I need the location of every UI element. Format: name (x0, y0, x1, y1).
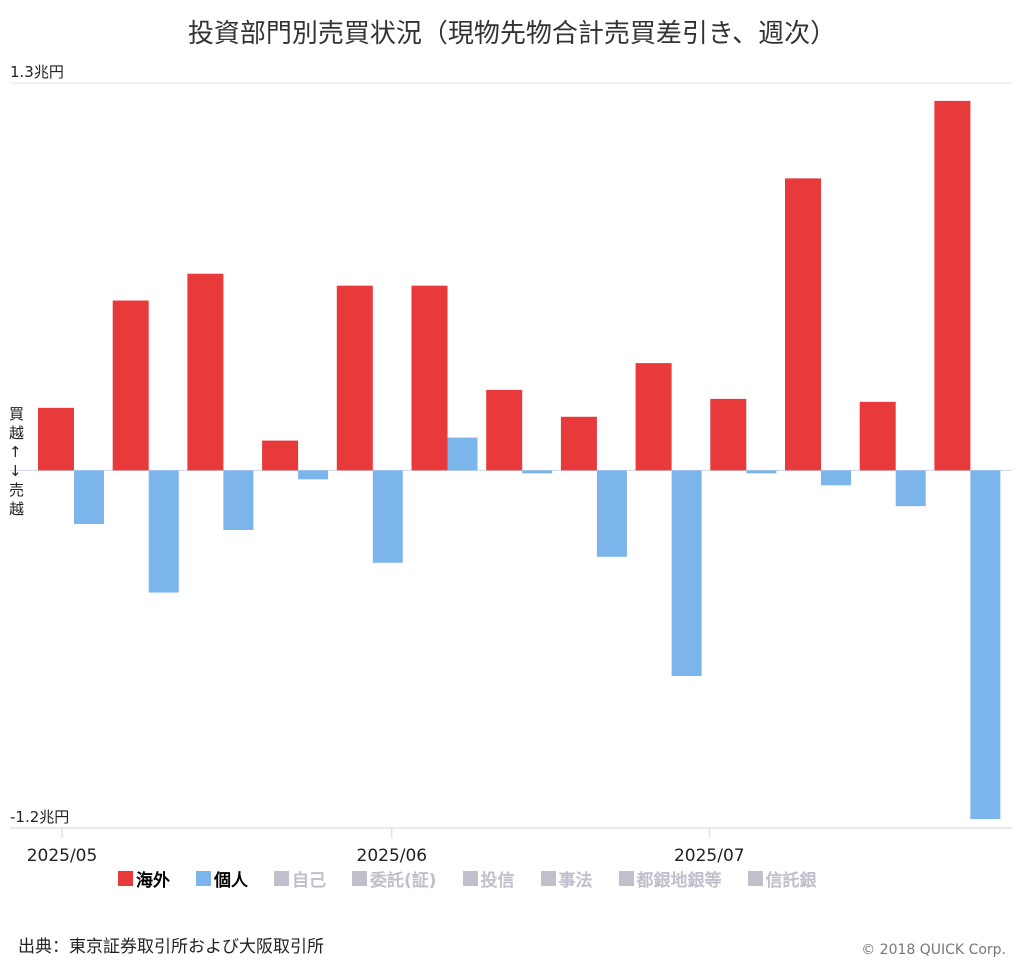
legend-item[interactable]: 個人 (196, 866, 248, 891)
legend-item[interactable]: 海外 (118, 866, 170, 891)
legend-item-inactive[interactable]: 自己 (274, 866, 326, 891)
legend-label: 海外 (136, 871, 170, 891)
copyright: © 2018 QUICK Corp. (861, 942, 1006, 958)
bar (970, 470, 1001, 820)
bar (596, 470, 627, 557)
legend-item-inactive[interactable]: 委託(証) (352, 866, 437, 891)
source: 出典：東京証券取引所および大阪取引所 (18, 937, 324, 957)
legend-item-inactive[interactable]: 投信 (462, 866, 515, 891)
bar (411, 285, 448, 471)
legend-swatch (274, 871, 289, 886)
x-tick-label: 2025/05 (27, 846, 98, 866)
legend-label: 自己 (292, 871, 326, 891)
legend-label: 投信 (480, 871, 515, 891)
y-label-top: 買越↑ (9, 405, 25, 461)
legend-label: 委託(証) (370, 871, 437, 891)
legend-label: 事法 (558, 871, 593, 891)
bar (372, 470, 403, 563)
bar (262, 440, 299, 471)
bar (112, 300, 149, 471)
bar (821, 470, 851, 486)
bar (560, 416, 597, 471)
legend-item-inactive[interactable]: 事法 (540, 866, 593, 891)
legend-label: 都銀地銀等 (636, 871, 722, 891)
legend-label: 個人 (214, 871, 248, 891)
bar (74, 470, 104, 525)
chart-title: 投資部門別売買状況（現物先物合計売買差引き、週次） (188, 19, 836, 49)
legend-swatch (618, 871, 634, 886)
bar (785, 178, 821, 471)
bar (746, 470, 777, 474)
legend-swatch (196, 871, 211, 886)
legend-swatch (747, 871, 763, 886)
legend-item-inactive[interactable]: 信託銀 (747, 866, 817, 891)
legend-swatch (352, 871, 367, 886)
bar (336, 285, 373, 471)
bar (447, 437, 478, 471)
bar (187, 273, 224, 471)
bar (148, 470, 179, 593)
bar (38, 407, 74, 471)
legend-swatch (118, 871, 133, 886)
legend-item-inactive[interactable]: 都銀地銀等 (618, 866, 722, 891)
y-label-bottom: ↓売越 (9, 462, 25, 518)
y-axis-label: 買越↑↓売越 (9, 405, 25, 519)
bar (298, 470, 329, 480)
bar (522, 470, 553, 474)
x-tick-label: 2025/06 (357, 846, 428, 866)
y-tick-label: -1.2兆円 (10, 808, 69, 826)
bar (710, 398, 747, 471)
bar (859, 401, 896, 471)
legend-swatch (462, 871, 478, 886)
bar (671, 470, 702, 677)
bar (934, 100, 971, 471)
bar (486, 389, 523, 471)
legend-label: 信託銀 (765, 871, 817, 891)
legend-swatch (540, 871, 556, 886)
x-tick-label: 2025/07 (674, 846, 745, 866)
legend: 海外 個人 自己 委託(証) 投信 事法 都銀地銀等 信託銀 (118, 866, 938, 891)
y-tick-label: 1.3兆円 (10, 63, 64, 81)
bar (223, 470, 254, 530)
bar (895, 470, 926, 507)
bar (635, 363, 672, 471)
